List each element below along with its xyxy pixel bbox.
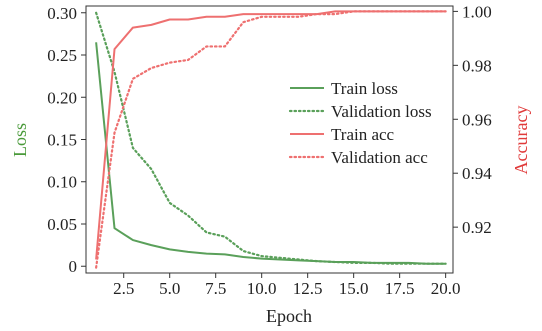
left-y-tick-label: 0.10: [47, 173, 77, 192]
x-tick-label: 2.5: [113, 279, 134, 298]
left-y-tick-label: 0.15: [47, 131, 77, 150]
x-axis-label: Epoch: [266, 306, 312, 326]
legend-label: Train acc: [331, 125, 395, 144]
left-y-tick-label: 0: [69, 257, 78, 276]
legend-label: Validation loss: [331, 102, 432, 121]
right-y-axis-label: Accuracy: [511, 106, 531, 175]
plot-area: [95, 10, 447, 269]
legend: Train loss Validation loss Train acc Valida…: [288, 79, 432, 167]
right-y-tick-label: 0.98: [462, 56, 492, 75]
x-tick-label: 10.0: [247, 279, 277, 298]
right-y-tick-label: 0.96: [462, 110, 492, 129]
x-tick-label: 20.0: [431, 279, 461, 298]
right-y-tick-label: 0.92: [462, 218, 492, 237]
legend-label: Train loss: [331, 79, 398, 98]
x-tick-label: 17.5: [385, 279, 415, 298]
left-y-tick-label: 0.25: [47, 46, 77, 65]
x-tick-label: 12.5: [293, 279, 323, 298]
right-y-tick-label: 0.94: [462, 164, 492, 183]
x-tick-label: 15.0: [339, 279, 369, 298]
series-line-validation-acc: [95, 10, 447, 269]
right-y-tick-label: 1.00: [462, 2, 492, 21]
plot-frame: [85, 5, 454, 274]
x-tick-label: 5.0: [159, 279, 180, 298]
axes: 2.5 5.0 7.5 10.0 12.5 15.0 17.5 20.0 0 0.05 0.10 0.…: [47, 2, 492, 298]
left-y-tick-label: 0.05: [47, 215, 77, 234]
legend-label: Validation acc: [331, 148, 428, 167]
left-y-axis-label: Loss: [10, 123, 30, 157]
left-y-tick-label: 0.20: [47, 88, 77, 107]
x-tick-label: 7.5: [205, 279, 226, 298]
series-line-validation-loss: [95, 11, 447, 265]
left-y-tick-label: 0.30: [47, 4, 77, 23]
